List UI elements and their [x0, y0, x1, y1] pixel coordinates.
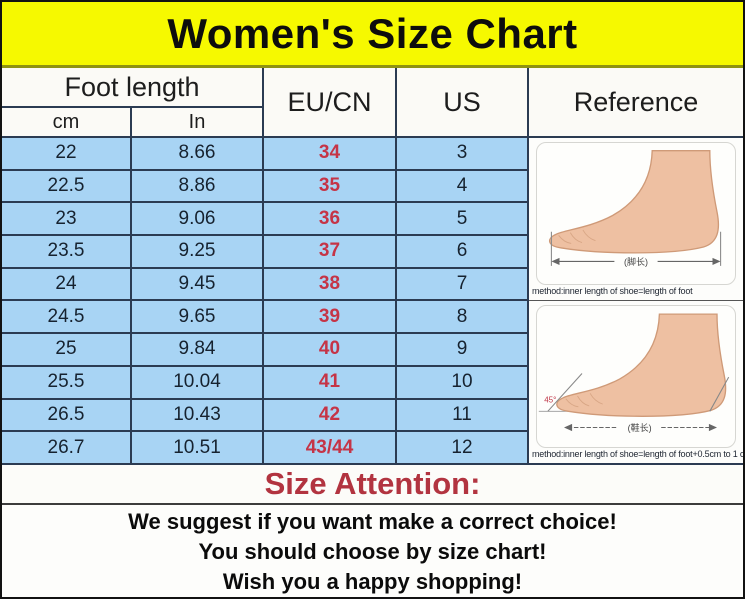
table-cell-cm: 23 [2, 203, 132, 237]
reference-caption-1: method:inner length of shoe=length of fo… [532, 286, 693, 297]
table-cell-in: 8.86 [132, 170, 264, 204]
reference-cell-shoe-length: 45° (鞋长) method:inner length of shoe=len… [529, 301, 743, 465]
table-cell-us: 10 [397, 366, 529, 400]
foot-side-view-icon: (脚长) [549, 150, 722, 267]
table-cell-eu: 42 [264, 399, 397, 433]
size-table: Foot length EU/CN US Reference cm In (脚长… [2, 68, 743, 465]
table-cell-us: 5 [397, 203, 529, 237]
table-cell-in: 10.43 [132, 399, 264, 433]
angle-45-label: 45° [544, 396, 556, 405]
table-cell-in: 10.04 [132, 366, 264, 400]
table-cell-eu: 38 [264, 268, 397, 302]
table-cell-us: 4 [397, 170, 529, 204]
page-title: Women's Size Chart [167, 9, 578, 57]
shoe-length-illustration: 45° (鞋长) [536, 305, 736, 448]
table-cell-eu: 36 [264, 203, 397, 237]
table-cell-in: 9.65 [132, 301, 264, 335]
table-cell-us: 3 [397, 138, 529, 171]
table-cell-cm: 22 [2, 138, 132, 171]
table-cell-eu: 37 [264, 236, 397, 269]
table-cell-cm: 26.5 [2, 399, 132, 433]
table-cell-cm: 26.7 [2, 432, 132, 465]
table-cell-us: 12 [397, 432, 529, 465]
table-cell-in: 8.66 [132, 138, 264, 171]
header-us: US [397, 68, 529, 138]
table-cell-eu: 40 [264, 334, 397, 367]
header-cm: cm [2, 108, 132, 138]
table-cell-us: 7 [397, 268, 529, 302]
footer-line: Wish you a happy shopping! [222, 568, 523, 594]
header-foot-length: Foot length [2, 68, 264, 108]
table-cell-cm: 23.5 [2, 236, 132, 269]
foot-length-measure-label: (脚长) [624, 256, 648, 267]
reference-cell-foot-length: (脚长) method:inner length of shoe=length … [529, 138, 743, 302]
table-cell-in: 9.25 [132, 236, 264, 269]
table-cell-us: 11 [397, 399, 529, 433]
title-band: Women's Size Chart [2, 2, 743, 68]
table-cell-in: 9.06 [132, 203, 264, 237]
table-cell-in: 9.84 [132, 334, 264, 367]
table-cell-eu: 43/44 [264, 432, 397, 465]
table-cell-cm: 25.5 [2, 366, 132, 400]
foot-length-illustration: (脚长) [536, 142, 736, 286]
table-cell-us: 6 [397, 236, 529, 269]
footer-line: We suggest if you want make a correct ch… [128, 508, 617, 534]
table-cell-in: 10.51 [132, 432, 264, 465]
footer-line: You should choose by size chart! [198, 538, 547, 564]
table-cell-eu: 35 [264, 170, 397, 204]
size-attention-heading: Size Attention: [264, 466, 481, 501]
table-cell-in: 9.45 [132, 268, 264, 302]
header-eu-cn: EU/CN [264, 68, 397, 138]
reference-caption-2: method:inner length of shoe=length of fo… [532, 448, 743, 459]
shoe-length-measure-label: (鞋长) [628, 423, 652, 434]
table-cell-us: 9 [397, 334, 529, 367]
footer-notes: We suggest if you want make a correct ch… [2, 505, 743, 597]
table-cell-eu: 39 [264, 301, 397, 335]
header-reference: Reference [529, 68, 743, 138]
table-cell-cm: 25 [2, 334, 132, 367]
table-cell-cm: 24.5 [2, 301, 132, 335]
header-in: In [132, 108, 264, 138]
table-cell-us: 8 [397, 301, 529, 335]
table-cell-cm: 24 [2, 268, 132, 302]
size-attention-band: Size Attention: [2, 465, 743, 505]
table-cell-cm: 22.5 [2, 170, 132, 204]
table-cell-eu: 41 [264, 366, 397, 400]
table-cell-eu: 34 [264, 138, 397, 171]
foot-angle-measure-icon: 45° (鞋长) [538, 313, 730, 434]
